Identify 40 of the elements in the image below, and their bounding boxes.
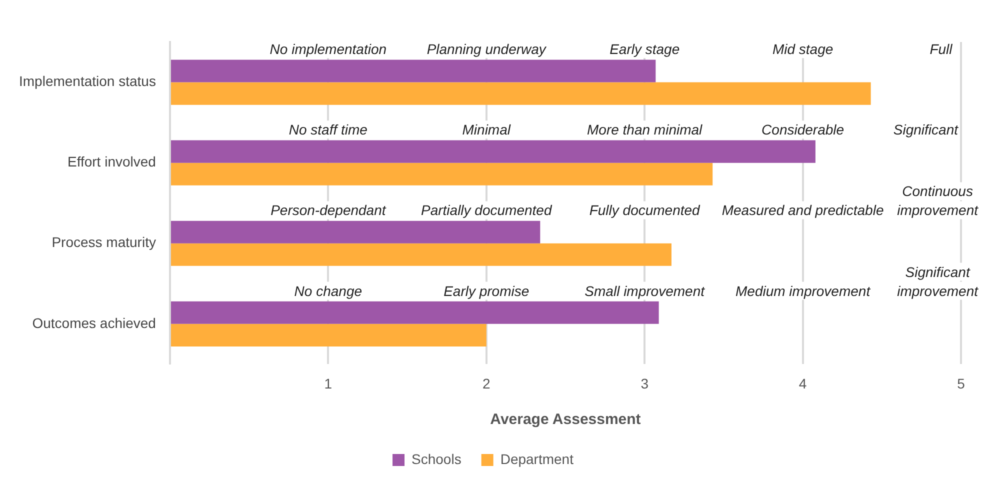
annotation: Fully documented [589, 202, 702, 218]
x-tick-label: 5 [957, 375, 966, 392]
annotation: Significant improvement [897, 264, 980, 299]
x-tick-label: 3 [640, 375, 649, 392]
annotation: Early promise [444, 282, 530, 299]
y-tick-label: Process maturity [52, 234, 156, 250]
annotation: No staff time [288, 122, 368, 138]
bar [170, 301, 659, 324]
y-tick-label: Outcomes achieved [32, 314, 156, 331]
annotation: Significant [893, 122, 960, 138]
bar [170, 60, 656, 82]
annotation: More than minimal [587, 122, 704, 138]
legend-label: Schools [412, 450, 462, 467]
annotation: Medium improvement [735, 282, 872, 299]
y-tick-label: Implementation status [18, 73, 156, 90]
bar [170, 162, 713, 186]
annotation: Early stage [610, 41, 680, 58]
annotation: Partially documented [421, 202, 553, 218]
x-tick-label: 1 [324, 375, 332, 392]
annotation: Planning underway [426, 41, 547, 58]
annotation: Full [930, 41, 954, 58]
bar [170, 243, 672, 266]
annotation: Continuous improvement [897, 183, 980, 218]
annotation: Measured and predictable [722, 202, 884, 218]
annotation: Considerable [762, 122, 844, 138]
bar [170, 140, 816, 163]
annotation: Minimal [462, 122, 512, 138]
bar [170, 324, 486, 346]
annotation: Small improvement [584, 282, 706, 299]
annotation: Person-dependant [270, 202, 387, 218]
legend-label: Department [500, 450, 574, 467]
x-axis-title: Average Assessment [490, 411, 641, 428]
x-tick-label: 4 [798, 375, 807, 392]
y-tick-label: Effort involved [67, 154, 156, 170]
bar [170, 220, 540, 244]
annotation: No implementation [270, 41, 387, 58]
bar [170, 82, 871, 105]
x-tick-label: 2 [482, 375, 490, 392]
annotation: Mid stage [772, 41, 834, 58]
annotation: No change [294, 282, 362, 299]
